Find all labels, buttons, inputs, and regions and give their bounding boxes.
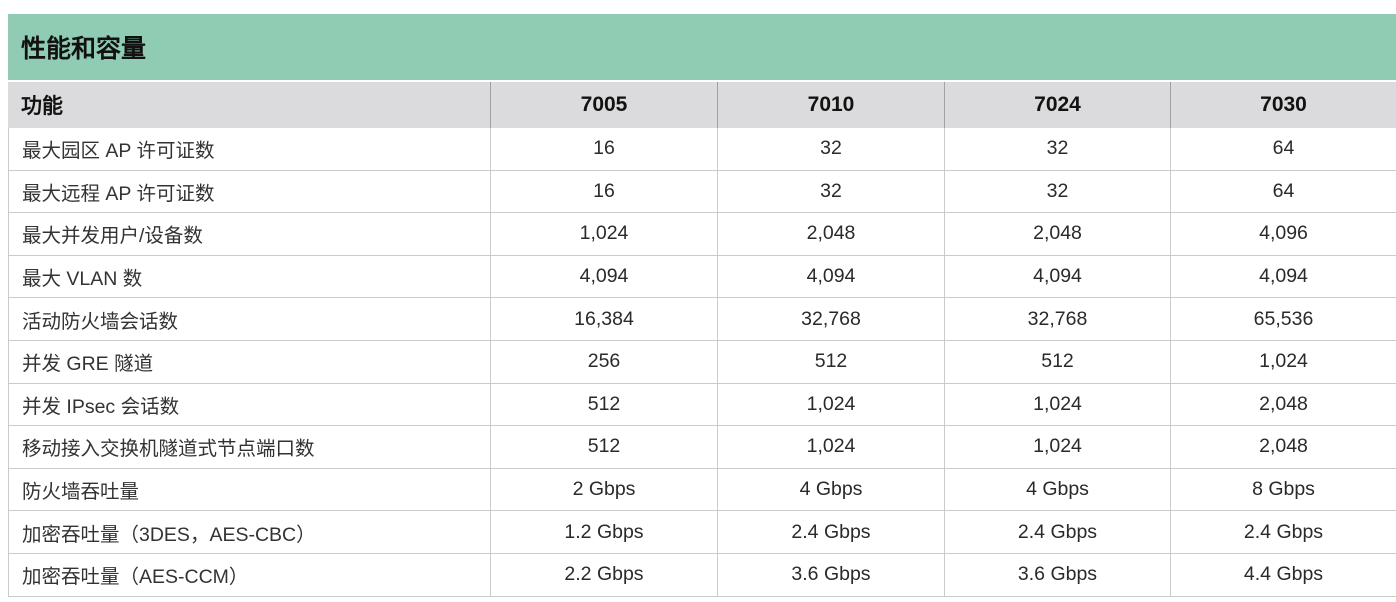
cell-value: 512 [490,383,717,426]
cell-value: 16 [490,128,717,170]
cell-value: 16 [490,170,717,213]
table-row-firewall-sessions: 活动防火墙会话数 16,384 32,768 32,768 65,536 [8,298,1396,341]
row-label: 活动防火墙会话数 [8,298,490,340]
row-label: 移动接入交换机隧道式节点端口数 [8,426,490,468]
table-row-encryption-3des-aescbc: 加密吞吐量（3DES，AES-CBC） 1.2 Gbps 2.4 Gbps 2.… [8,511,1396,554]
cell-value: 4 Gbps [944,468,1170,511]
row-label: 加密吞吐量（AES-CCM） [8,553,490,596]
column-header-7024: 7024 [944,82,1170,128]
cell-value: 1,024 [944,383,1170,426]
cell-value: 1,024 [717,383,944,426]
cell-value: 16,384 [490,298,717,340]
cell-value: 32,768 [717,298,944,340]
cell-value: 4,094 [717,255,944,298]
row-label: 并发 GRE 隧道 [8,340,490,383]
cell-value: 4 Gbps [717,468,944,511]
cell-value: 32,768 [944,298,1170,340]
cell-value: 2 Gbps [490,468,717,511]
cell-value: 4,094 [1170,255,1396,298]
cell-value: 4,096 [1170,213,1396,255]
cell-value: 4.4 Gbps [1170,553,1396,596]
cell-value: 2,048 [944,213,1170,255]
cell-value: 64 [1170,170,1396,213]
cell-value: 64 [1170,128,1396,170]
cell-value: 256 [490,340,717,383]
cell-value: 1.2 Gbps [490,511,717,553]
row-label: 最大并发用户/设备数 [8,213,490,255]
cell-value: 512 [490,426,717,468]
table-row-concurrent-users: 最大并发用户/设备数 1,024 2,048 2,048 4,096 [8,213,1396,256]
table-row-gre-tunnels: 并发 GRE 隧道 256 512 512 1,024 [8,340,1396,384]
cell-value: 2,048 [717,213,944,255]
table-row-tunneled-node-ports: 移动接入交换机隧道式节点端口数 512 1,024 1,024 2,048 [8,426,1396,469]
row-label: 最大远程 AP 许可证数 [8,170,490,213]
column-header-feature: 功能 [21,95,63,118]
table-row-firewall-throughput: 防火墙吞吐量 2 Gbps 4 Gbps 4 Gbps 8 Gbps [8,468,1396,512]
cell-value: 65,536 [1170,298,1396,340]
cell-value: 2.2 Gbps [490,553,717,596]
cell-value: 1,024 [944,426,1170,468]
cell-value: 512 [717,340,944,383]
column-header-7005: 7005 [490,82,717,128]
column-header-7030: 7030 [1170,82,1396,128]
table-title: 性能和容量 [21,35,147,63]
table-row-encryption-aesccm: 加密吞吐量（AES-CCM） 2.2 Gbps 3.6 Gbps 3.6 Gbp… [8,553,1396,597]
cell-value: 32 [717,128,944,170]
cell-value: 1,024 [1170,340,1396,383]
table-row-ipsec-sessions: 并发 IPsec 会话数 512 1,024 1,024 2,048 [8,383,1396,427]
row-label: 最大 VLAN 数 [8,255,490,298]
cell-value: 8 Gbps [1170,468,1396,511]
column-header-7010: 7010 [717,82,944,128]
row-label: 防火墙吞吐量 [8,468,490,511]
cell-value: 1,024 [490,213,717,255]
table-row-remote-ap-licenses: 最大远程 AP 许可证数 16 32 32 64 [8,170,1396,214]
cell-value: 2.4 Gbps [717,511,944,553]
row-label: 并发 IPsec 会话数 [8,383,490,426]
row-label: 最大园区 AP 许可证数 [8,128,490,170]
cell-value: 4,094 [944,255,1170,298]
cell-value: 4,094 [490,255,717,298]
cell-value: 2.4 Gbps [1170,511,1396,553]
cell-value: 32 [944,128,1170,170]
column-header-row: 功能 7005 7010 7024 7030 [8,82,1396,128]
cell-value: 2,048 [1170,383,1396,426]
spec-table: 性能和容量 功能 7005 7010 7024 7030 最大园区 AP 许可证… [8,14,1396,597]
cell-value: 3.6 Gbps [944,553,1170,596]
table-title-band: 性能和容量 [8,14,1396,80]
table-row-campus-ap-licenses: 最大园区 AP 许可证数 16 32 32 64 [8,128,1396,171]
cell-value: 2.4 Gbps [944,511,1170,553]
cell-value: 2,048 [1170,426,1396,468]
cell-value: 32 [944,170,1170,213]
cell-value: 32 [717,170,944,213]
row-label: 加密吞吐量（3DES，AES-CBC） [8,511,490,553]
cell-value: 512 [944,340,1170,383]
cell-value: 1,024 [717,426,944,468]
table-row-max-vlans: 最大 VLAN 数 4,094 4,094 4,094 4,094 [8,255,1396,299]
cell-value: 3.6 Gbps [717,553,944,596]
